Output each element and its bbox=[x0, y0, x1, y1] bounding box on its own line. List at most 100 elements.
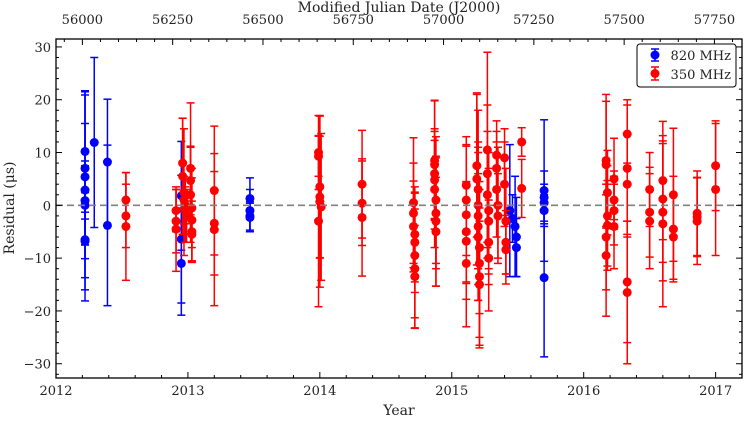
x-tick-label: 2017 bbox=[699, 384, 732, 399]
data-marker bbox=[187, 229, 197, 239]
data-point bbox=[517, 158, 527, 219]
data-marker bbox=[431, 227, 441, 237]
series-1 bbox=[121, 51, 721, 365]
data-point bbox=[315, 115, 325, 288]
data-marker bbox=[493, 211, 503, 221]
data-marker bbox=[601, 250, 611, 260]
data-marker bbox=[510, 221, 520, 231]
data-point bbox=[186, 146, 196, 244]
x-tick-label: 2015 bbox=[435, 384, 468, 399]
data-point bbox=[461, 199, 471, 328]
data-point bbox=[609, 183, 619, 270]
data-point bbox=[500, 141, 510, 228]
y-tick-label: 10 bbox=[34, 147, 51, 162]
data-marker bbox=[539, 273, 549, 283]
data-point bbox=[80, 191, 90, 291]
data-point bbox=[314, 134, 324, 308]
top-axis-label: Modified Julian Date (J2000) bbox=[298, 0, 501, 16]
data-marker bbox=[609, 221, 619, 231]
x-tick-label: 2016 bbox=[567, 384, 600, 399]
data-point bbox=[658, 140, 668, 308]
data-point bbox=[171, 186, 181, 273]
y-tick-label: 30 bbox=[34, 41, 51, 56]
data-marker bbox=[500, 179, 510, 189]
data-marker bbox=[511, 243, 521, 253]
data-point bbox=[539, 197, 549, 358]
data-point bbox=[209, 152, 219, 307]
data-point bbox=[245, 202, 255, 233]
data-point bbox=[431, 176, 441, 287]
data-point bbox=[622, 133, 632, 236]
data-marker bbox=[245, 212, 255, 222]
top-tick-label: 57000 bbox=[423, 13, 464, 28]
data-point bbox=[493, 172, 503, 259]
data-marker bbox=[602, 220, 612, 230]
data-marks bbox=[80, 51, 721, 365]
data-point bbox=[492, 141, 502, 238]
top-tick-label: 56000 bbox=[62, 13, 103, 28]
data-point bbox=[692, 177, 702, 266]
data-marker bbox=[622, 287, 632, 297]
data-point bbox=[511, 217, 521, 278]
data-marker bbox=[692, 216, 702, 226]
data-point bbox=[474, 220, 484, 349]
y-axis-label: Residual (μs) bbox=[2, 162, 18, 255]
data-marker bbox=[482, 190, 492, 200]
data-point bbox=[121, 171, 131, 282]
data-marker bbox=[517, 137, 527, 147]
legend-marker-350 bbox=[650, 66, 660, 81]
data-marker bbox=[461, 258, 471, 268]
data-marker bbox=[176, 258, 186, 268]
data-marker bbox=[102, 220, 112, 230]
data-point bbox=[668, 194, 678, 281]
data-point bbox=[517, 126, 527, 157]
data-point bbox=[501, 214, 511, 285]
top-tick-label: 56500 bbox=[242, 13, 283, 28]
data-marker bbox=[601, 160, 611, 170]
data-marker bbox=[501, 245, 511, 255]
x-tick-label: 2013 bbox=[171, 384, 204, 399]
data-marker bbox=[357, 212, 367, 222]
data-marker bbox=[622, 179, 632, 189]
data-marker bbox=[645, 216, 655, 226]
data-point bbox=[410, 224, 420, 329]
data-point bbox=[645, 172, 655, 270]
data-point bbox=[711, 122, 721, 257]
x-tick-label: 2014 bbox=[303, 384, 336, 399]
top-tick-label: 56750 bbox=[333, 13, 374, 28]
legend-marker-820 bbox=[650, 48, 660, 62]
data-marker bbox=[80, 236, 90, 246]
data-marker bbox=[209, 225, 219, 235]
data-point bbox=[601, 194, 611, 317]
axes: 2012 2013 2014 2015 2016 2017 −30 −20 −10 0 10 20 30… bbox=[24, 13, 742, 399]
x-tick-label: 2012 bbox=[39, 384, 72, 399]
legend: 820 MHz 350 MHz bbox=[636, 43, 737, 88]
data-point bbox=[89, 56, 99, 229]
data-marker bbox=[658, 219, 668, 229]
data-point bbox=[357, 158, 367, 277]
data-marker bbox=[517, 183, 527, 193]
y-tick-label: −30 bbox=[24, 358, 51, 373]
data-marker bbox=[410, 272, 420, 282]
top-tick-label: 57750 bbox=[694, 13, 735, 28]
plot-frame bbox=[55, 38, 743, 379]
data-point bbox=[622, 220, 632, 365]
top-tick-label: 57250 bbox=[513, 13, 554, 28]
data-point bbox=[187, 207, 197, 262]
series-0 bbox=[80, 56, 549, 358]
top-tick-label: 56250 bbox=[152, 13, 193, 28]
data-marker bbox=[430, 184, 440, 194]
y-tick-label: −20 bbox=[24, 305, 51, 320]
y-tick-label: 20 bbox=[34, 94, 51, 109]
data-marker bbox=[484, 253, 494, 263]
data-marker bbox=[186, 190, 196, 200]
data-marker bbox=[473, 232, 483, 242]
top-tick-label: 57500 bbox=[603, 13, 644, 28]
data-marker bbox=[668, 232, 678, 242]
data-marker bbox=[711, 184, 721, 194]
y-tick-label: 0 bbox=[43, 199, 51, 214]
legend-label-350: 350 MHz bbox=[671, 68, 732, 83]
data-marker bbox=[314, 216, 324, 226]
data-marker bbox=[409, 221, 419, 231]
